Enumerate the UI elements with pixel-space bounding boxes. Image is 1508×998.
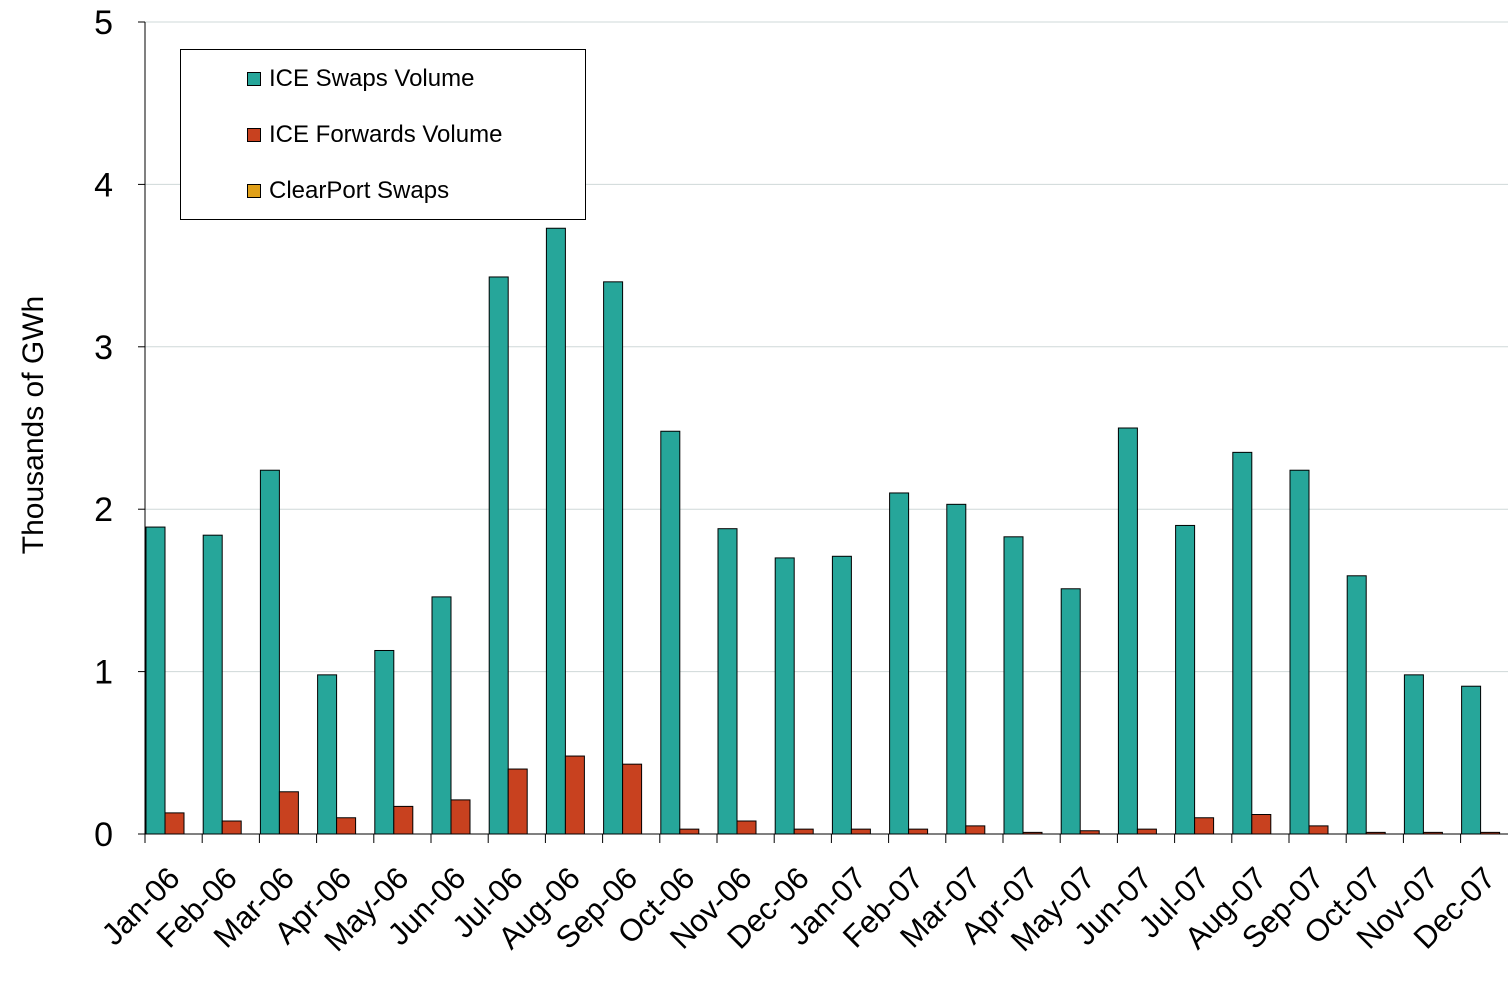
bar-ice-swaps xyxy=(1403,674,1424,835)
bar-ice-swaps xyxy=(1003,536,1024,835)
legend: ICE Swaps Volume ICE Forwards Volume Cle… xyxy=(180,49,586,220)
bar-ice-swaps xyxy=(774,557,795,835)
bar-ice-forwards xyxy=(965,825,986,835)
legend-item-clearport-swaps: ClearPort Swaps xyxy=(247,178,449,204)
bar-ice-forwards xyxy=(564,755,585,835)
y-axis-label: Thousands of GWh xyxy=(17,296,50,554)
bar-ice-swaps xyxy=(717,528,738,835)
bar-ice-swaps xyxy=(1060,588,1081,835)
y-tick-label: 1 xyxy=(94,654,113,692)
legend-label: ICE Forwards Volume xyxy=(269,121,503,148)
bar-ice-forwards xyxy=(736,820,757,835)
bar-ice-forwards xyxy=(850,828,871,835)
bar-ice-swaps xyxy=(831,555,852,835)
bar-ice-swaps xyxy=(488,276,509,835)
y-tick-labels: 0 1 2 3 4 5 xyxy=(94,4,113,854)
bar-ice-forwards xyxy=(221,820,242,835)
bar-ice-forwards xyxy=(622,763,643,835)
bar-ice-forwards xyxy=(1194,817,1215,835)
bar-ice-forwards xyxy=(1308,825,1329,835)
bar-ice-swaps xyxy=(145,526,166,835)
bar-ice-swaps xyxy=(431,596,452,835)
bar-ice-swaps xyxy=(202,534,223,835)
axes xyxy=(138,21,1508,843)
legend-swatch-ice-forwards xyxy=(247,128,261,142)
y-tick-label: 3 xyxy=(94,329,113,367)
bar-ice-swaps xyxy=(1289,469,1310,835)
bar-ice-forwards xyxy=(393,805,414,835)
bar-ice-forwards xyxy=(278,791,299,835)
bar-ice-swaps xyxy=(1346,575,1367,835)
legend-item-ice-forwards: ICE Forwards Volume xyxy=(247,122,502,148)
bar-ice-swaps xyxy=(889,492,910,835)
bar-ice-swaps xyxy=(1232,451,1253,835)
bar-ice-swaps xyxy=(259,469,280,835)
bars xyxy=(145,227,1501,835)
bar-ice-forwards xyxy=(164,812,185,835)
bar-ice-swaps xyxy=(545,227,566,835)
y-tick-label: 2 xyxy=(94,491,113,529)
bar-ice-swaps xyxy=(660,430,681,835)
legend-swatch-clearport-swaps xyxy=(247,184,261,198)
legend-item-ice-swaps: ICE Swaps Volume xyxy=(247,66,474,92)
bar-ice-swaps xyxy=(1461,685,1482,835)
bar-ice-swaps xyxy=(1117,427,1138,835)
y-tick-label: 0 xyxy=(94,816,113,854)
bar-ice-forwards xyxy=(336,817,357,835)
legend-label: ClearPort Swaps xyxy=(269,177,450,204)
bar-ice-forwards xyxy=(793,828,814,835)
y-tick-label: 4 xyxy=(94,166,113,204)
bar-ice-forwards xyxy=(1136,828,1157,835)
bar-ice-swaps xyxy=(374,649,395,835)
bar-ice-swaps xyxy=(603,281,624,835)
bar-ice-forwards xyxy=(450,799,471,835)
y-tick-label: 5 xyxy=(94,4,113,42)
bar-ice-forwards xyxy=(908,828,929,835)
bar-ice-swaps xyxy=(317,674,338,835)
bar-ice-forwards xyxy=(1251,814,1272,835)
x-tick-labels: Jan-06Feb-06Mar-06Apr-06May-06Jun-06Jul-… xyxy=(95,860,1502,958)
bar-ice-swaps xyxy=(946,503,967,835)
legend-label: ICE Swaps Volume xyxy=(269,65,475,92)
bar-ice-forwards xyxy=(679,828,700,835)
bar-ice-forwards xyxy=(507,768,528,835)
bar-ice-swaps xyxy=(1175,524,1196,835)
legend-swatch-ice-swaps xyxy=(247,72,261,86)
